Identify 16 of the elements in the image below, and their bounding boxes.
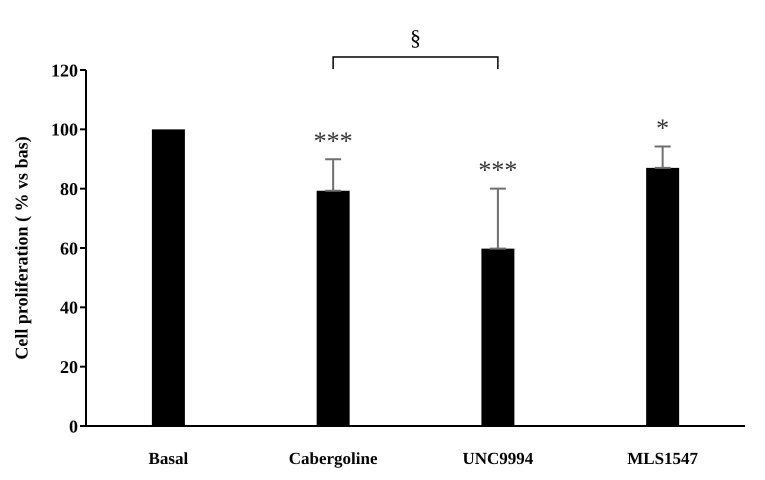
y-axis-title: Cell proliferation ( % vs bas) [11, 136, 32, 360]
text: § [410, 25, 421, 50]
y-tick-label: 120 [51, 60, 78, 80]
y-tick-label: 40 [60, 298, 78, 318]
y-tick-label: 20 [60, 357, 78, 378]
x-tick-label: UNC9994 [462, 449, 534, 468]
x-tick-label: Cabergoline [288, 449, 378, 468]
annotation: *** [314, 126, 353, 156]
x-tick-label: MLS1547 [627, 449, 699, 468]
y-tick-label: 60 [60, 238, 78, 258]
y-tick-label: 80 [60, 179, 78, 200]
annotation: *** [478, 156, 518, 185]
annotation: * [656, 114, 670, 143]
y-tick-label: 100 [51, 120, 78, 140]
x-tick-label: Basal [148, 449, 188, 468]
y-tick-label: 0 [69, 416, 78, 436]
